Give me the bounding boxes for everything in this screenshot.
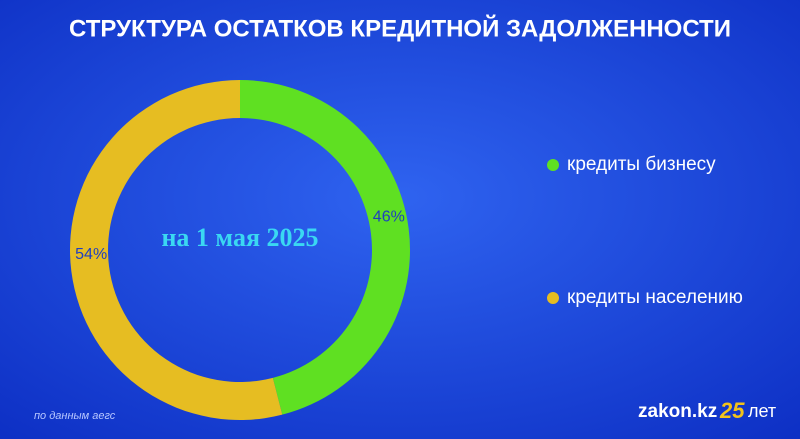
donut-segment [70, 80, 283, 420]
brand-anniversary: 25 [719, 398, 745, 423]
source-note: по данным аегс [34, 410, 116, 422]
brand-anniversary-suffix: лет [748, 401, 776, 421]
value-label: 46% [373, 208, 405, 225]
center-label: на 1 мая 2025 [161, 223, 318, 252]
legend-label: кредиты бизнесу [567, 154, 716, 175]
legend-marker [547, 159, 559, 171]
chart-title: СТРУКТУРА ОСТАТКОВ КРЕДИТНОЙ ЗАДОЛЖЕННОС… [69, 14, 731, 42]
brand-name: zakon.kz [638, 401, 717, 422]
value-label: 54% [75, 246, 107, 263]
legend-marker [547, 292, 559, 304]
donut-segment [240, 80, 411, 415]
legend-label: кредиты населению [567, 287, 743, 308]
